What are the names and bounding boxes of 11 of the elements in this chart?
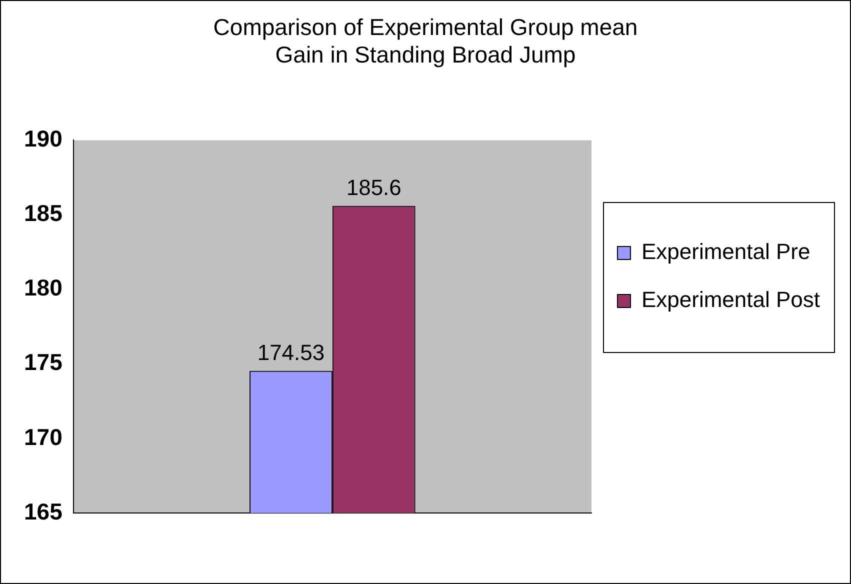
- y-tick-label: 170: [24, 424, 62, 450]
- y-tick-label: 165: [24, 498, 63, 524]
- y-tick-label: 175: [24, 349, 63, 376]
- y-tick-label: 180: [24, 274, 62, 301]
- data-label: 174.53: [257, 340, 325, 365]
- data-label: 185.6: [346, 174, 402, 200]
- y-tick-label: 185: [24, 200, 63, 226]
- y-tick-label: 190: [24, 126, 62, 152]
- legend-label: Experimental Post: [641, 287, 820, 312]
- legend-label: Experimental Pre: [641, 239, 810, 264]
- chart-title: Comparison of Experimental Group mean Gain in Standing Broad Jump: [213, 14, 638, 68]
